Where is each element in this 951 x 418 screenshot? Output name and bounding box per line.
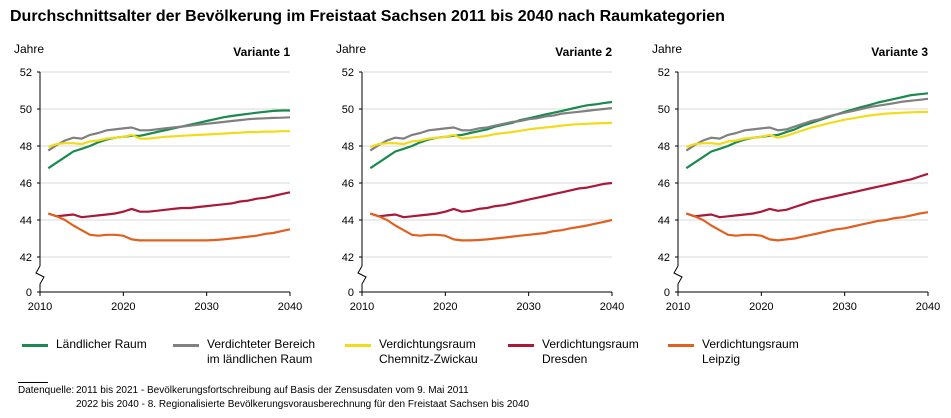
data-source: Datenquelle: 2011 bis 2021 - Bevölkerungs… bbox=[18, 384, 529, 412]
series-line-leipzig bbox=[47, 212, 291, 242]
series-line-leipzig bbox=[685, 211, 929, 242]
series-line-laendlich bbox=[685, 92, 929, 170]
series-line-chemnitz bbox=[369, 121, 613, 148]
series-line-verdichtet bbox=[47, 116, 291, 152]
series-line-dresden bbox=[369, 181, 613, 219]
legend-label: Verdichtungsraum Leipzig bbox=[702, 337, 799, 367]
legend-label-line: Verdichtungsraum bbox=[379, 337, 476, 351]
x-tick-label: 2030 bbox=[832, 301, 856, 313]
series-line-chemnitz bbox=[685, 110, 929, 148]
legend-label: Ländlicher Raum bbox=[56, 337, 147, 352]
x-tick-label: 2030 bbox=[516, 301, 540, 313]
legend-label-line: im ländlichen Raum bbox=[207, 352, 313, 366]
axis-break-icon bbox=[35, 265, 45, 285]
legend-label-line: Leipzig bbox=[702, 352, 741, 366]
series-line-verdichtet bbox=[369, 107, 613, 152]
charts-canvas: 0 42 44 46 48 50 52 2010 2020 2030 2040 Jahre Varian… bbox=[14, 42, 940, 313]
legend-swatch bbox=[345, 344, 371, 347]
chart-title: Durchschnittsalter der Bevölkerung im Fr… bbox=[10, 8, 725, 25]
x-tick-label: 2040 bbox=[600, 301, 624, 313]
legend-label-line: Ländlicher Raum bbox=[56, 337, 147, 351]
y-tick-label: 48 bbox=[658, 141, 670, 153]
y-tick-label: 44 bbox=[342, 215, 354, 227]
chart-panel-1: 0 42 44 46 48 50 52 2010 2020 2030 2040 Jahre Varian… bbox=[14, 42, 302, 313]
chart-panel-3: 0 42 44 46 48 50 52 2010 2020 2030 2040 Jahre Varian… bbox=[652, 42, 940, 313]
series-line-laendlich bbox=[47, 109, 290, 170]
series-line-leipzig bbox=[369, 212, 613, 242]
y-tick-label: 50 bbox=[658, 104, 670, 116]
x-tick-label: 2020 bbox=[111, 301, 135, 313]
x-tick-label: 2020 bbox=[749, 301, 773, 313]
source-line-2: 2022 bis 2040 - 8. Regionalisierte Bevöl… bbox=[76, 399, 530, 410]
y-axis-label: Jahre bbox=[652, 42, 682, 56]
y-tick-label: 42 bbox=[658, 252, 670, 264]
x-tick-label: 2010 bbox=[350, 301, 374, 313]
y-tick-label: 50 bbox=[342, 104, 354, 116]
panel-title: Variante 1 bbox=[233, 45, 290, 59]
source-divider bbox=[18, 382, 48, 383]
x-tick-label: 2020 bbox=[433, 301, 457, 313]
series-line-verdichtet bbox=[685, 97, 929, 152]
series-line-laendlich bbox=[369, 100, 613, 170]
y-tick-label: 50 bbox=[20, 104, 32, 116]
legend-swatch bbox=[668, 344, 694, 347]
series-line-dresden bbox=[47, 191, 291, 219]
legend-label: Verdichtungsraum Chemnitz-Zwickau bbox=[379, 337, 478, 367]
y-tick-label: 48 bbox=[342, 141, 354, 153]
x-tick-label: 2010 bbox=[666, 301, 690, 313]
y-tick-label: 44 bbox=[658, 215, 670, 227]
axis-break-icon bbox=[357, 265, 367, 285]
y-axis-label: Jahre bbox=[14, 42, 44, 56]
y-tick-label: 46 bbox=[20, 178, 32, 190]
legend-label-line: Verdichteter Bereich bbox=[207, 337, 316, 351]
legend-label-line: Verdichtungsraum bbox=[702, 337, 799, 351]
y-tick-label: 42 bbox=[342, 252, 354, 264]
panel-title: Variante 2 bbox=[555, 45, 612, 59]
legend-label-line: Chemnitz-Zwickau bbox=[379, 352, 478, 366]
y-axis-label: Jahre bbox=[336, 42, 366, 56]
y-tick-label: 46 bbox=[342, 178, 354, 190]
x-tick-label: 2010 bbox=[28, 301, 52, 313]
legend-swatch bbox=[508, 344, 534, 347]
chart-panel-2: 0 42 44 46 48 50 52 2010 2020 2030 2040 Jahre Varian… bbox=[336, 42, 624, 313]
source-label: Datenquelle: bbox=[18, 385, 75, 396]
y-tick-label: 52 bbox=[20, 67, 32, 79]
x-tick-label: 2040 bbox=[278, 301, 302, 313]
y-tick-label: 0 bbox=[348, 287, 354, 299]
x-tick-label: 2030 bbox=[194, 301, 218, 313]
y-tick-label: 46 bbox=[658, 178, 670, 190]
legend-label-line: Verdichtungsraum bbox=[542, 337, 639, 351]
y-tick-label: 48 bbox=[20, 141, 32, 153]
y-tick-label: 42 bbox=[20, 252, 32, 264]
legend-label: Verdichtungsraum Dresden bbox=[542, 337, 639, 367]
source-line-1: 2011 bis 2021 - Bevölkerungsfortschreibu… bbox=[76, 385, 469, 396]
legend-label: Verdichteter Bereich im ländlichen Raum bbox=[207, 337, 315, 367]
x-tick-label: 2040 bbox=[916, 301, 940, 313]
series-line-dresden bbox=[685, 172, 929, 219]
y-tick-label: 44 bbox=[20, 215, 32, 227]
series-line-chemnitz bbox=[47, 130, 290, 148]
panel-title: Variante 3 bbox=[871, 45, 928, 59]
legend-swatch bbox=[22, 344, 48, 347]
y-tick-label: 52 bbox=[342, 67, 354, 79]
legend-swatch bbox=[173, 344, 199, 347]
y-tick-label: 52 bbox=[658, 67, 670, 79]
y-tick-label: 0 bbox=[664, 287, 670, 299]
axis-break-icon bbox=[673, 265, 683, 285]
legend-label-line: Dresden bbox=[542, 352, 588, 366]
y-tick-label: 0 bbox=[26, 287, 32, 299]
